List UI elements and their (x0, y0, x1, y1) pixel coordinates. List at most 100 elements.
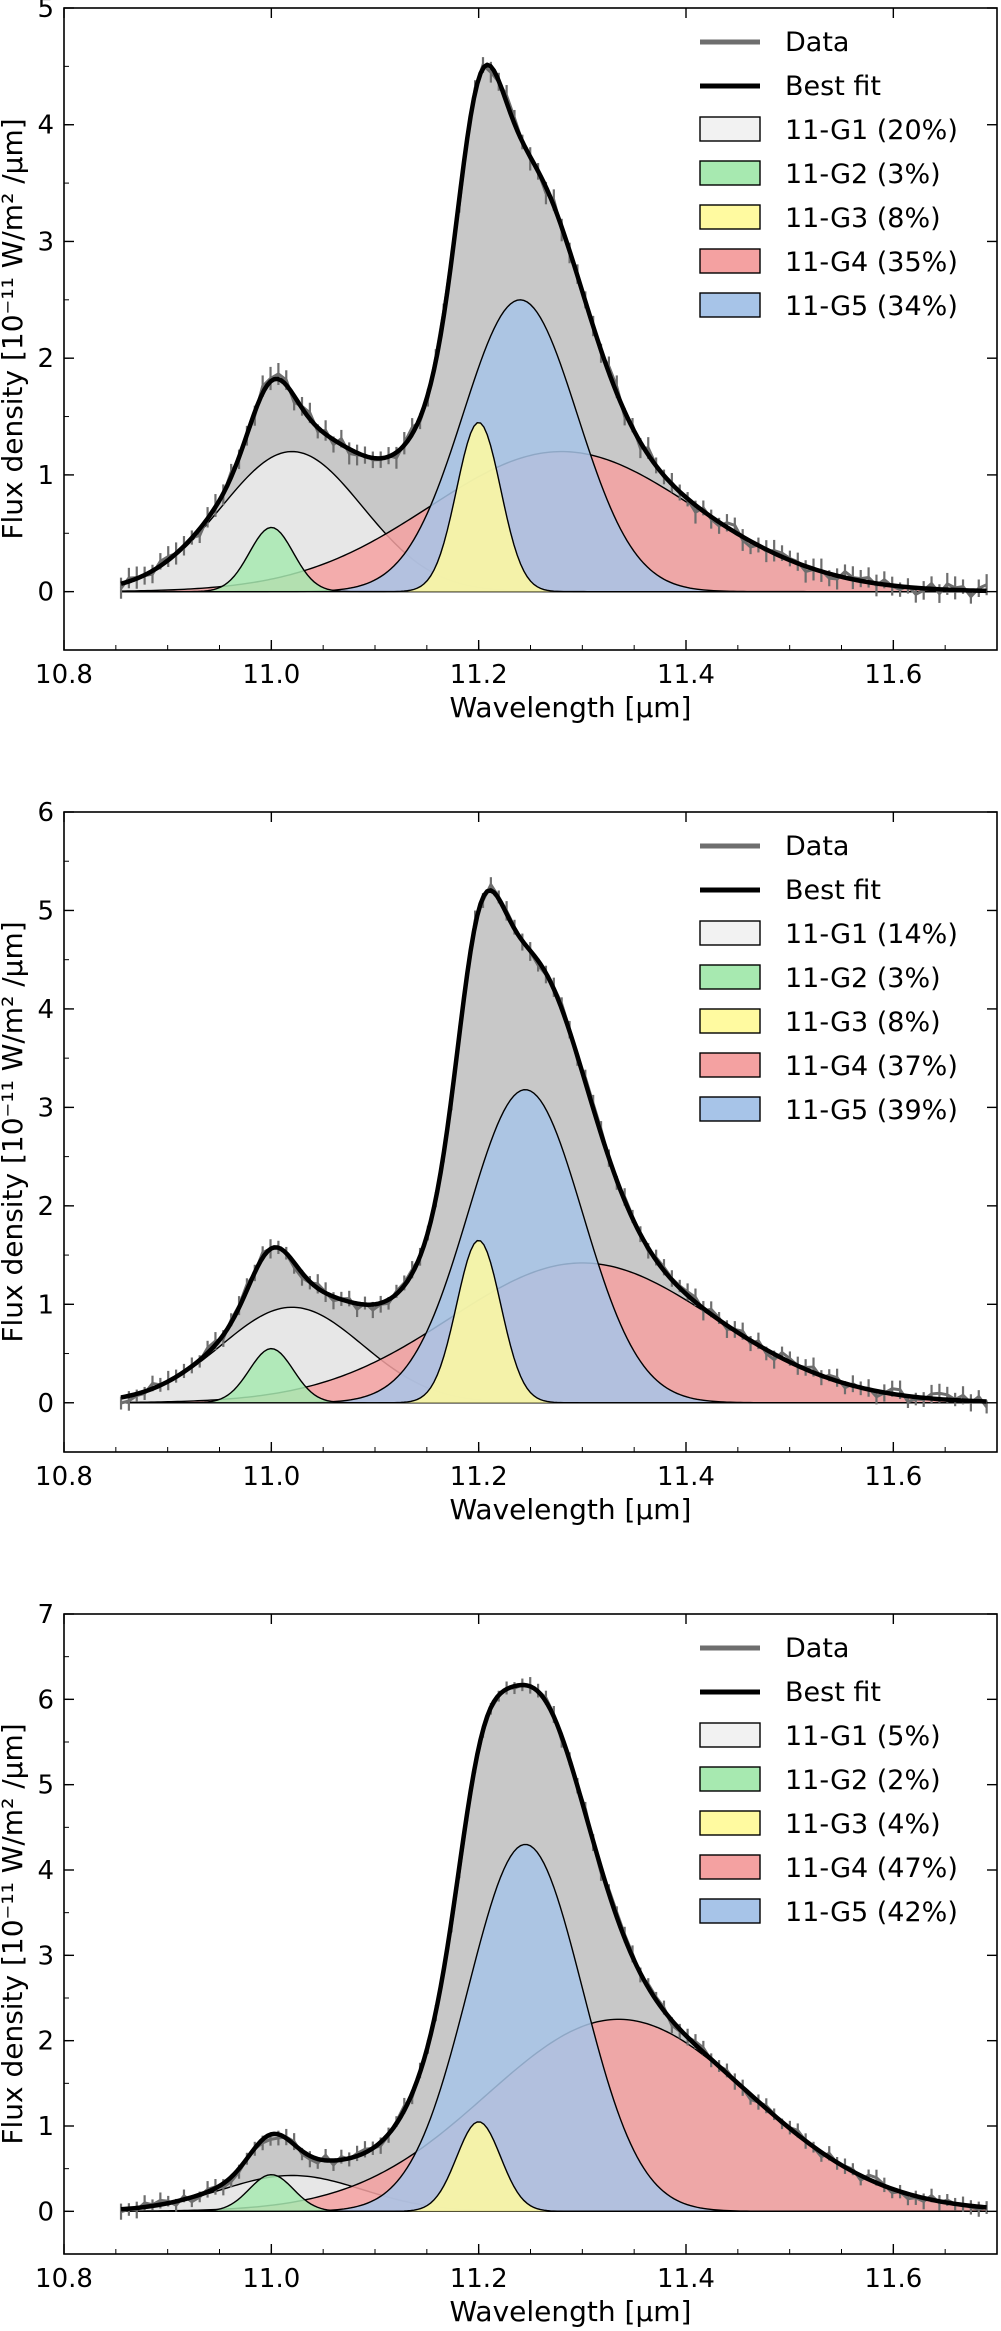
x-axis-label: Wavelength [μm] (450, 691, 692, 724)
legend-label: 11-G3 (8%) (785, 1007, 941, 1038)
y-tick-label: 5 (37, 896, 54, 926)
y-tick-label: 3 (37, 227, 54, 257)
y-tick-label: 4 (37, 995, 54, 1025)
x-tick-label: 11.4 (657, 1462, 715, 1492)
legend-label: 11-G1 (5%) (785, 1721, 941, 1752)
y-axis-label: Flux density [10⁻¹¹ W/m² /μm] (0, 118, 29, 539)
y-tick-label: 0 (37, 1389, 54, 1419)
y-tick-label: 6 (37, 1685, 54, 1715)
legend-label: Best fit (785, 1677, 881, 1708)
legend-swatch-g5 (699, 1096, 761, 1122)
x-tick-label: 11.6 (864, 1462, 922, 1492)
legend-label: 11-G4 (37%) (785, 1051, 958, 1082)
legend-label: Data (785, 27, 849, 58)
plot-area (119, 877, 988, 1414)
component-line-g3 (121, 2121, 987, 2213)
legend-label: 11-G4 (35%) (785, 247, 958, 278)
legend-label: 11-G2 (2%) (785, 1765, 941, 1796)
y-tick-label: 3 (37, 1941, 54, 1971)
x-tick-label: 11.6 (864, 2264, 922, 2294)
legend-label: 11-G2 (3%) (785, 963, 941, 994)
x-tick-label: 11.4 (657, 2264, 715, 2294)
component-line-g3 (121, 422, 987, 593)
x-tick-label: 10.8 (35, 660, 93, 690)
legend-label: 11-G5 (42%) (785, 1897, 958, 1928)
y-tick-label: 2 (37, 344, 54, 374)
y-tick-label: 3 (37, 1093, 54, 1123)
y-tick-label: 5 (37, 1771, 54, 1801)
legend-label: Data (785, 831, 849, 862)
legend-swatch-g4 (699, 248, 761, 274)
x-tick-label: 11.0 (242, 2264, 300, 2294)
x-tick-label: 11.2 (450, 2264, 508, 2294)
legend-swatch-g3 (699, 204, 761, 230)
legend-label: 11-G1 (14%) (785, 919, 958, 950)
plot-area (119, 57, 988, 604)
y-tick-label: 4 (37, 1856, 54, 1886)
component-line-g3 (121, 1239, 987, 1404)
total-fill-area (121, 64, 987, 592)
y-tick-label: 1 (37, 1290, 54, 1320)
y-tick-label: 2 (37, 2027, 54, 2057)
x-tick-label: 10.8 (35, 2264, 93, 2294)
y-tick-label: 5 (37, 0, 54, 24)
legend-label: Data (785, 1633, 849, 1664)
legend-label: 11-G1 (20%) (785, 115, 958, 146)
legend-swatch-g5 (699, 1898, 761, 1924)
legend-swatch-g2 (699, 1766, 761, 1792)
x-tick-label: 10.8 (35, 1462, 93, 1492)
best-fit-line (120, 62, 987, 594)
y-axis-label: Flux density [10⁻¹¹ W/m² /μm] (0, 1723, 29, 2144)
component-fill-g2 (121, 1348, 987, 1403)
x-tick-label: 11.0 (242, 660, 300, 690)
panel-1: 10.8 11.0 11.2 11.4 11.6 0 1 2 3 4 5 Wavelength [μm… (0, 0, 998, 724)
legend-swatch-g1 (699, 116, 761, 142)
legend-swatch-g1 (699, 920, 761, 946)
legend-swatch-g3 (699, 1810, 761, 1836)
x-tick-label: 11.2 (450, 1462, 508, 1492)
y-tick-label: 1 (37, 461, 54, 491)
y-tick-label: 7 (37, 1600, 54, 1630)
legend-label: 11-G5 (39%) (785, 1095, 958, 1126)
plot-area (119, 1677, 988, 2220)
y-tick-label: 0 (37, 2197, 54, 2227)
component-fill-g1 (121, 451, 987, 592)
y-tick-label: 0 (37, 578, 54, 608)
legend-label: Best fit (785, 875, 881, 906)
best-fit-line (120, 1682, 987, 2212)
component-fill-g2 (121, 527, 987, 592)
y-axis-label: Flux density [10⁻¹¹ W/m² /μm] (0, 921, 29, 1342)
legend-swatch-g2 (699, 160, 761, 186)
y-tick-label: 2 (37, 1192, 54, 1222)
panel-3: 10.8 11.0 11.2 11.4 11.6 0 1 2 3 4 5 6 7 Wavelength [… (0, 1600, 998, 2328)
legend-swatch-g4 (699, 1854, 761, 1880)
panel-2: 10.8 11.0 11.2 11.4 11.6 0 1 2 3 4 5 6 Wavelength [μ… (0, 798, 998, 1526)
x-tick-label: 11.6 (864, 660, 922, 690)
legend-swatch-g1 (699, 1722, 761, 1748)
legend-swatch-g4 (699, 1052, 761, 1078)
x-axis-label: Wavelength [μm] (450, 2295, 692, 2328)
y-tick-label: 6 (37, 798, 54, 828)
x-tick-label: 11.2 (450, 660, 508, 690)
legend-label: 11-G3 (4%) (785, 1809, 941, 1840)
y-tick-label: 1 (37, 2112, 54, 2142)
y-tick-label: 4 (37, 111, 54, 141)
legend-label: 11-G3 (8%) (785, 203, 941, 234)
x-tick-label: 11.0 (242, 1462, 300, 1492)
best-fit-line (120, 888, 987, 1404)
legend-swatch-g5 (699, 292, 761, 318)
legend-label: 11-G5 (34%) (785, 291, 958, 322)
component-fill-g5 (121, 1844, 987, 2212)
legend-label: Best fit (785, 71, 881, 102)
legend-label: 11-G2 (3%) (785, 159, 941, 190)
component-fill-g2 (121, 2174, 987, 2212)
x-tick-label: 11.4 (657, 660, 715, 690)
legend-label: 11-G4 (47%) (785, 1853, 958, 1884)
component-fill-g5 (121, 1089, 987, 1403)
legend-swatch-g3 (699, 1008, 761, 1034)
legend-swatch-g2 (699, 964, 761, 990)
x-axis-label: Wavelength [μm] (450, 1493, 692, 1526)
component-fill-g5 (121, 299, 987, 592)
